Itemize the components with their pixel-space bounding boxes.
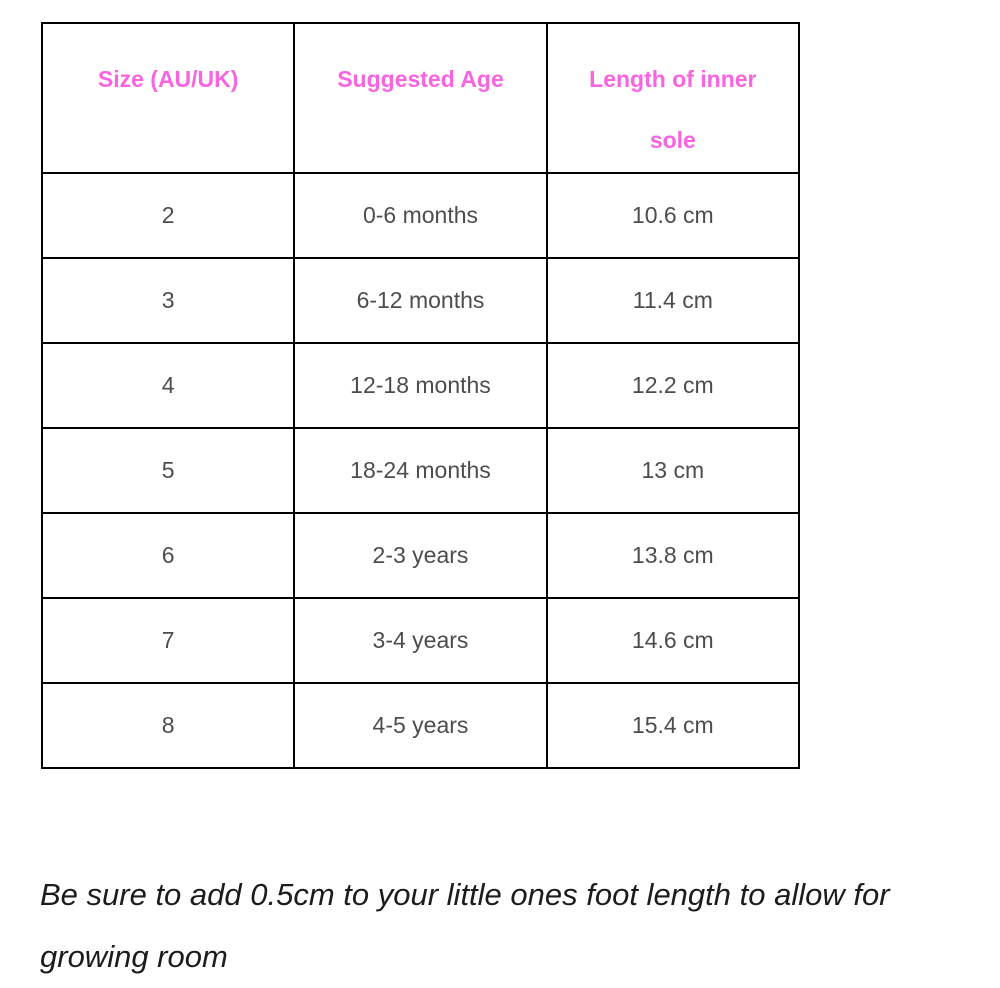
table-cell: 0-6 months <box>293 172 548 259</box>
table-cell: 4-5 years <box>293 682 548 769</box>
table-row: 5 18-24 months 13 cm <box>40 427 801 514</box>
size-chart-header: Size (AU/UK) Suggested Age Length of inn… <box>40 22 801 174</box>
table-row: 6 2-3 years 13.8 cm <box>40 512 801 599</box>
table-cell: 3-4 years <box>293 597 548 684</box>
table-cell: 6 <box>40 512 296 599</box>
size-table-body: 2 0-6 months 10.6 cm 3 6-12 months 11.4 cm 4 12… <box>40 172 801 769</box>
table-cell: 11.4 cm <box>545 257 801 344</box>
header-inner-sole-length: Length of inner sole <box>545 22 801 174</box>
table-row: 8 4-5 years 15.4 cm <box>40 682 801 769</box>
header-suggested-age: Suggested Age <box>293 22 548 174</box>
table-cell: 18-24 months <box>293 427 548 514</box>
table-cell: 13.8 cm <box>545 512 801 599</box>
table-row: 3 6-12 months 11.4 cm <box>40 257 801 344</box>
table-cell: 15.4 cm <box>545 682 801 769</box>
table-cell: 10.6 cm <box>545 172 801 259</box>
table-cell: 13 cm <box>545 427 801 514</box>
table-cell: 2-3 years <box>293 512 548 599</box>
table-cell: 8 <box>40 682 296 769</box>
size-chart-table: Size (AU/UK) Suggested Age Length of inn… <box>40 22 801 769</box>
header-row: Size (AU/UK) Suggested Age Length of inn… <box>40 22 801 174</box>
table-cell: 12-18 months <box>293 342 548 429</box>
table-cell: 3 <box>40 257 296 344</box>
table-cell: 4 <box>40 342 296 429</box>
table-cell: 12.2 cm <box>545 342 801 429</box>
table-row: 4 12-18 months 12.2 cm <box>40 342 801 429</box>
table-row: 7 3-4 years 14.6 cm <box>40 597 801 684</box>
table-cell: 7 <box>40 597 296 684</box>
table-cell: 2 <box>40 172 296 259</box>
table-row: 2 0-6 months 10.6 cm <box>40 172 801 259</box>
table-cell: 5 <box>40 427 296 514</box>
table-cell: 6-12 months <box>293 257 548 344</box>
growing-room-note: Be sure to add 0.5cm to your little ones… <box>40 877 890 974</box>
table-cell: 14.6 cm <box>545 597 801 684</box>
header-size: Size (AU/UK) <box>40 22 296 174</box>
